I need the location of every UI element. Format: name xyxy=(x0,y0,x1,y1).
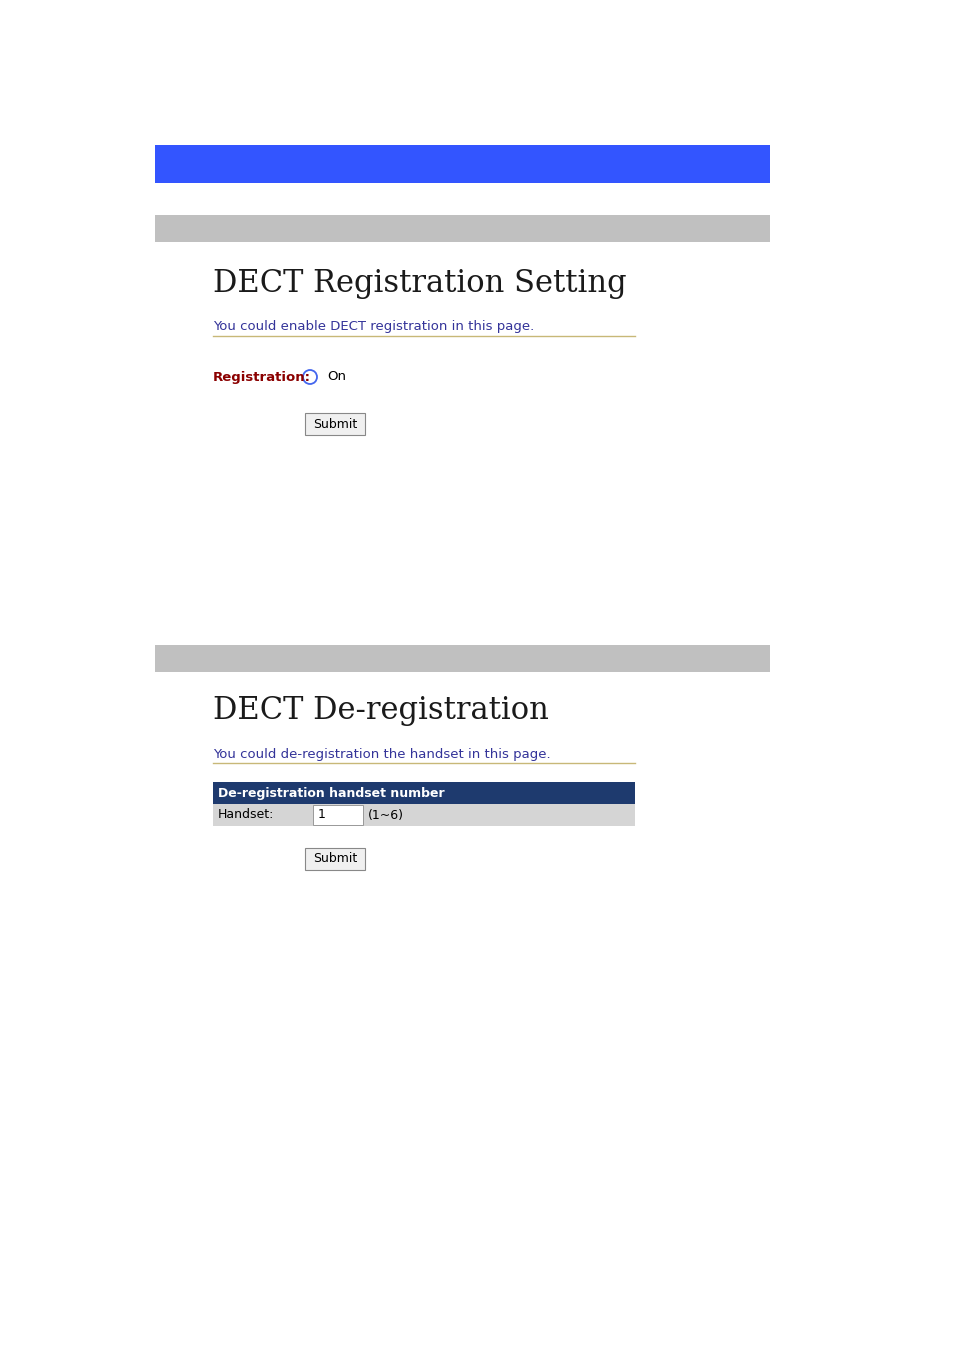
Text: Submit: Submit xyxy=(313,417,356,431)
FancyBboxPatch shape xyxy=(305,413,365,435)
FancyBboxPatch shape xyxy=(154,215,769,242)
Text: De-registration handset number: De-registration handset number xyxy=(218,787,444,799)
Text: DECT De-registration: DECT De-registration xyxy=(213,695,548,726)
FancyBboxPatch shape xyxy=(313,805,363,825)
Text: Handset:: Handset: xyxy=(218,809,274,822)
FancyBboxPatch shape xyxy=(305,848,365,869)
Text: You could enable DECT registration in this page.: You could enable DECT registration in th… xyxy=(213,320,534,333)
FancyBboxPatch shape xyxy=(213,782,635,805)
Text: (1~6): (1~6) xyxy=(368,809,403,822)
Text: Registration:: Registration: xyxy=(213,370,311,383)
Text: Submit: Submit xyxy=(313,852,356,865)
FancyBboxPatch shape xyxy=(213,805,635,826)
Text: You could de-registration the handset in this page.: You could de-registration the handset in… xyxy=(213,748,550,761)
Text: 1: 1 xyxy=(317,809,326,822)
Text: DECT Registration Setting: DECT Registration Setting xyxy=(213,269,626,298)
FancyBboxPatch shape xyxy=(154,144,769,184)
FancyBboxPatch shape xyxy=(154,645,769,672)
Text: On: On xyxy=(327,370,346,383)
